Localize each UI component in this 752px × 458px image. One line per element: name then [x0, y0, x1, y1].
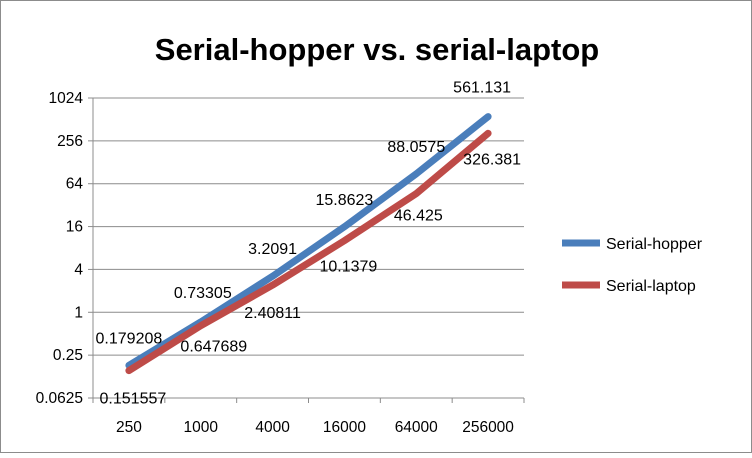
series-line-serial-laptop	[125, 129, 492, 375]
y-tick-label: 16	[66, 219, 83, 236]
data-labels: 0.179208 0.73305 3.2091 15.8623 88.0575 561.1…	[96, 80, 522, 408]
data-label: 3.2091	[248, 241, 297, 258]
y-tick-label: 0.0625	[36, 390, 83, 407]
data-label: 2.40811	[244, 305, 301, 322]
legend-label: Serial-laptop	[606, 278, 696, 295]
y-tick-label: 1	[74, 304, 83, 321]
series-lines	[125, 113, 492, 375]
data-label: 326.381	[463, 151, 521, 168]
x-tick-label: 250	[116, 419, 142, 436]
y-tick-label: 64	[66, 176, 84, 193]
data-label: 10.1379	[319, 259, 377, 276]
y-tick-label: 4	[74, 261, 83, 278]
chart-title: Serial-hopper vs. serial-laptop	[155, 32, 599, 67]
y-tick-label: 1024	[49, 90, 84, 107]
data-label: 0.73305	[174, 285, 232, 302]
legend: Serial-hopper Serial-laptop	[562, 236, 703, 295]
axes: 0.0625 0.25 1 4 16 64 256 1024 250 1000 4000 16000 6…	[36, 90, 525, 436]
data-label: 46.425	[394, 208, 443, 225]
data-label: 88.0575	[387, 139, 445, 156]
x-tick-label: 1000	[184, 419, 219, 436]
data-label: 561.131	[453, 80, 511, 97]
x-tick-label: 256000	[462, 419, 514, 436]
data-label: 15.8623	[315, 192, 373, 209]
x-tick-label: 4000	[255, 419, 290, 436]
y-tick-label: 0.25	[53, 347, 83, 364]
legend-label: Serial-hopper	[606, 236, 703, 253]
data-label: 0.647689	[180, 339, 247, 356]
data-label: 0.179208	[96, 330, 163, 347]
data-label: 0.151557	[100, 391, 167, 408]
x-tick-label: 16000	[323, 419, 366, 436]
x-tick-label: 64000	[395, 419, 438, 436]
y-tick-label: 256	[57, 133, 83, 150]
